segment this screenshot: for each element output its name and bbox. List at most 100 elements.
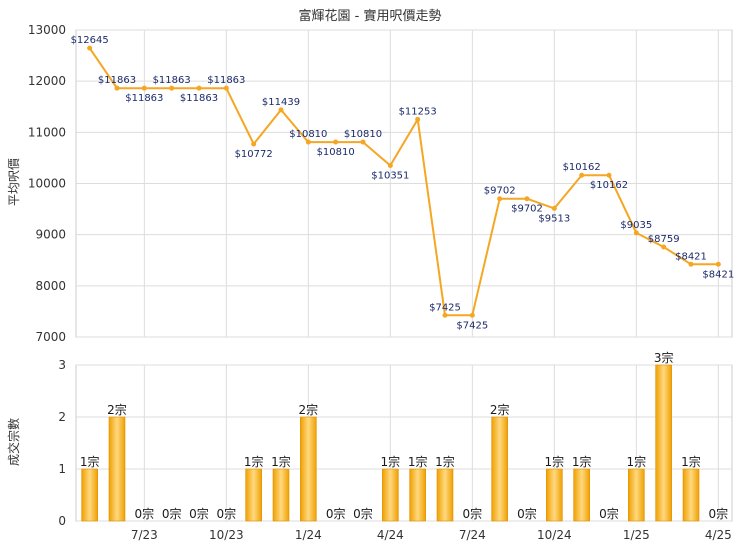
price-series-line — [88, 47, 719, 317]
volume-data-label: 0宗 — [463, 506, 483, 521]
price-data-label: $10810 — [344, 129, 382, 140]
price-data-point — [442, 312, 448, 318]
price-data-point — [169, 85, 175, 91]
volume-bar — [682, 468, 700, 522]
price-data-label: $11863 — [98, 75, 136, 86]
price-data-label: $10162 — [590, 180, 628, 191]
volume-data-label: 2宗 — [107, 402, 127, 417]
volume-y-tick-label: 3 — [58, 358, 66, 372]
volume-bar — [491, 416, 508, 522]
price-line-panel: 7000 8000 9000 10000 11000 12000 13000 $12645 $1… — [28, 23, 734, 344]
volume-y-tick-label: 1 — [58, 462, 66, 476]
volume-y-tick-label: 2 — [58, 410, 66, 424]
price-data-label: $11439 — [262, 97, 300, 108]
volume-bar — [245, 468, 262, 522]
price-data-point — [360, 139, 366, 145]
volume-data-label: 0宗 — [162, 506, 182, 521]
price-data-point — [333, 139, 339, 145]
volume-data-label: 1宗 — [435, 454, 455, 469]
price-data-point — [387, 163, 393, 169]
price-data-point — [469, 312, 475, 318]
price-data-label: $9035 — [620, 220, 652, 231]
price-data-label: $11863 — [180, 93, 218, 104]
price-data-point — [196, 85, 202, 91]
volume-data-label: 2宗 — [490, 402, 510, 417]
price-data-label: $10162 — [563, 162, 601, 173]
price-data-label: $10810 — [289, 129, 327, 140]
volume-data-label: 1宗 — [80, 454, 100, 469]
volume-bar — [436, 468, 454, 522]
x-tick-label: 4/24 — [377, 528, 404, 542]
price-data-point — [87, 45, 93, 51]
price-data-label: $7425 — [456, 320, 488, 331]
volume-data-label: 1宗 — [408, 454, 428, 469]
volume-bar — [655, 364, 672, 522]
price-data-point — [305, 139, 311, 145]
price-data-label: $8421 — [702, 269, 734, 280]
volume-data-label: 1宗 — [545, 454, 565, 469]
price-data-point — [278, 107, 284, 113]
volume-bar — [272, 468, 290, 522]
volume-data-label: 0宗 — [599, 506, 619, 521]
volume-bar — [409, 468, 426, 522]
x-tick-label: 10/23 — [209, 528, 244, 542]
price-data-label: $7425 — [429, 302, 461, 313]
price-y-tick-label: 13000 — [28, 23, 66, 37]
volume-bar — [81, 468, 98, 522]
price-data-point — [715, 261, 721, 267]
x-tick-label: 1/24 — [295, 528, 322, 542]
price-data-point — [688, 261, 694, 267]
price-data-label: $11863 — [207, 75, 245, 86]
volume-bar — [546, 468, 563, 522]
price-y-tick-label: 10000 — [28, 177, 66, 191]
price-data-label: $10351 — [371, 171, 409, 182]
price-data-point — [633, 230, 639, 236]
volume-data-label: 1宗 — [627, 454, 647, 469]
volume-data-label: 1宗 — [681, 454, 701, 469]
volume-data-label: 1宗 — [381, 454, 401, 469]
price-data-point — [524, 196, 530, 202]
volume-data-label: 0宗 — [217, 506, 237, 521]
x-tick-label: 1/25 — [623, 528, 650, 542]
price-y-tick-label: 8000 — [35, 279, 66, 293]
price-data-point — [251, 141, 257, 147]
volume-data-label: 3宗 — [654, 350, 674, 365]
price-data-point — [497, 196, 503, 202]
volume-data-label: 0宗 — [709, 506, 729, 521]
volume-bar — [628, 468, 645, 522]
price-y-tick-label: 12000 — [28, 74, 66, 88]
price-y-tick-label: 11000 — [28, 125, 66, 139]
volume-bar — [108, 416, 126, 522]
x-tick-label: 7/23 — [131, 528, 158, 542]
volume-data-label: 0宗 — [189, 506, 209, 521]
price-y-tick-label: 9000 — [35, 228, 66, 242]
price-data-point — [551, 205, 557, 211]
volume-data-label: 1宗 — [572, 454, 592, 469]
volume-plot-area — [75, 364, 733, 522]
x-tick-label: 7/24 — [459, 528, 486, 542]
price-data-label: $9702 — [511, 204, 543, 215]
volume-bar — [573, 468, 590, 522]
price-data-point — [223, 85, 229, 91]
volume-data-label: 1宗 — [244, 454, 264, 469]
volume-bar-panel: 0 1 2 3 7/23 10/23 1/24 4/24 7/24 10/24 1/25 4/25 1宗… — [58, 350, 733, 542]
price-data-label: $11863 — [153, 75, 191, 86]
volume-bar — [382, 468, 399, 522]
price-data-label: $11253 — [399, 106, 437, 117]
price-data-label: $9702 — [484, 186, 516, 197]
chart-title: 富輝花園 - 實用呎價走勢 — [299, 8, 442, 24]
volume-data-label: 0宗 — [517, 506, 537, 521]
price-data-label: $10772 — [235, 149, 273, 160]
x-tick-label: 10/24 — [537, 528, 572, 542]
price-data-label: $8421 — [675, 251, 707, 262]
price-data-label: $11863 — [125, 93, 163, 104]
price-y-tick-label: 7000 — [35, 330, 66, 344]
price-data-label: $10810 — [317, 147, 355, 158]
volume-data-label: 0宗 — [353, 506, 373, 521]
price-data-point — [606, 172, 612, 178]
volume-y-axis-label: 成交宗數 — [6, 418, 21, 466]
price-data-point — [141, 85, 147, 91]
price-data-point — [415, 116, 421, 122]
x-tick-label: 4/25 — [705, 528, 732, 542]
